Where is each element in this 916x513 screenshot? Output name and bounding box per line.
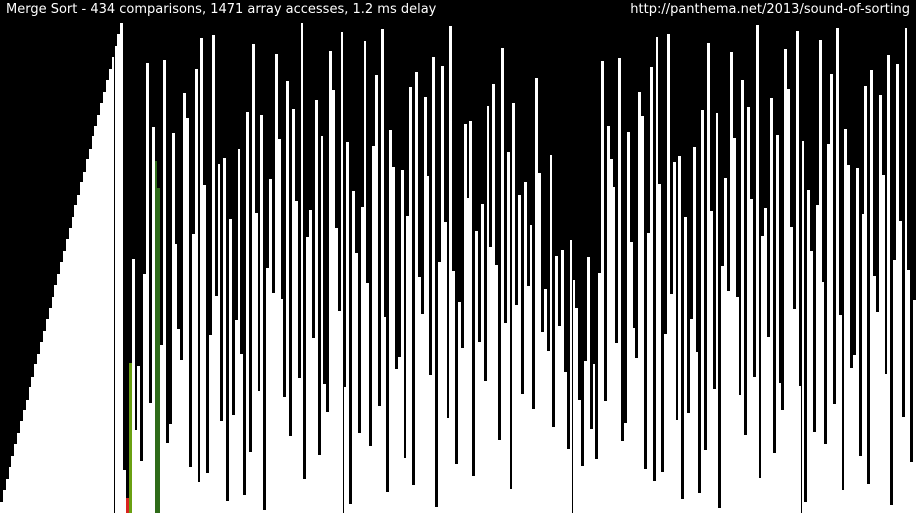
- bar: [864, 86, 867, 513]
- bar: [315, 100, 318, 513]
- bar-chart: [0, 23, 916, 513]
- bar: [756, 25, 759, 513]
- bar: [641, 116, 644, 513]
- bar: [260, 115, 263, 513]
- bar: [346, 142, 349, 513]
- bar: [409, 87, 412, 513]
- bar: [678, 156, 681, 513]
- source-url: http://panthema.net/2013/sound-of-sortin…: [630, 2, 910, 17]
- bar: [384, 317, 387, 513]
- bar: [120, 23, 123, 513]
- status-text: Merge Sort - 434 comparisons, 1471 array…: [6, 2, 436, 17]
- bar: [770, 98, 773, 513]
- bar: [887, 55, 890, 513]
- bar: [223, 158, 226, 513]
- bar: [696, 352, 699, 513]
- bar: [195, 69, 198, 513]
- bar: [432, 57, 435, 513]
- bar: [240, 354, 243, 513]
- bar: [301, 23, 304, 513]
- bar: [186, 118, 189, 513]
- bar: [507, 152, 510, 513]
- bar: [469, 121, 472, 513]
- bar: [203, 185, 206, 513]
- bar: [658, 184, 661, 513]
- bar: [650, 67, 653, 513]
- bar: [802, 141, 805, 513]
- bar: [716, 113, 719, 513]
- bar: [839, 315, 842, 513]
